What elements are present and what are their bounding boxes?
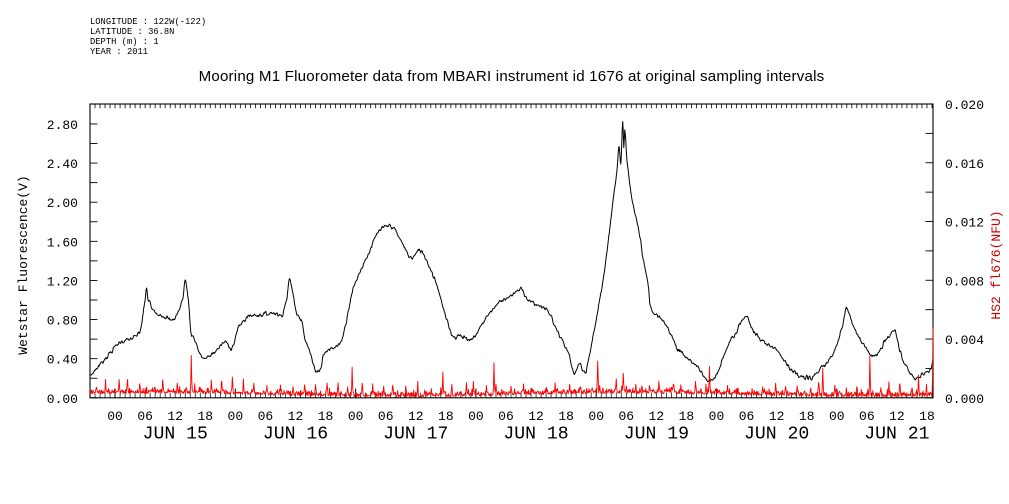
svg-text:06: 06 [137, 409, 153, 424]
svg-text:2.80: 2.80 [47, 118, 78, 133]
svg-text:18: 18 [919, 409, 935, 424]
svg-text:12: 12 [649, 409, 665, 424]
svg-text:06: 06 [739, 409, 755, 424]
svg-text:18: 18 [438, 409, 454, 424]
svg-text:12: 12 [769, 409, 785, 424]
svg-text:12: 12 [408, 409, 424, 424]
svg-text:06: 06 [498, 409, 514, 424]
svg-text:00: 00 [468, 409, 484, 424]
svg-text:0.80: 0.80 [47, 314, 78, 329]
svg-text:06: 06 [618, 409, 634, 424]
svg-text:1.60: 1.60 [47, 235, 78, 250]
svg-text:1.20: 1.20 [47, 274, 78, 289]
svg-text:0.000: 0.000 [945, 392, 984, 407]
svg-text:00: 00 [228, 409, 244, 424]
svg-text:00: 00 [348, 409, 364, 424]
svg-text:HS2 fl676(NFU): HS2 fl676(NFU) [989, 210, 1004, 319]
svg-text:JUN 15: JUN 15 [143, 424, 208, 444]
svg-text:JUN 19: JUN 19 [624, 424, 689, 444]
svg-text:12: 12 [288, 409, 304, 424]
svg-text:06: 06 [258, 409, 274, 424]
svg-text:JUN 20: JUN 20 [744, 424, 809, 444]
svg-text:06: 06 [859, 409, 875, 424]
svg-text:2.40: 2.40 [47, 157, 78, 172]
svg-text:18: 18 [318, 409, 334, 424]
svg-text:JUN 21: JUN 21 [864, 424, 929, 444]
svg-text:12: 12 [528, 409, 544, 424]
svg-text:0.00: 0.00 [47, 392, 78, 407]
svg-text:18: 18 [679, 409, 695, 424]
svg-text:JUN 18: JUN 18 [503, 424, 568, 444]
svg-text:06: 06 [378, 409, 394, 424]
svg-text:00: 00 [588, 409, 604, 424]
svg-text:00: 00 [709, 409, 725, 424]
svg-text:JUN 17: JUN 17 [383, 424, 448, 444]
svg-text:18: 18 [799, 409, 815, 424]
svg-text:0.40: 0.40 [47, 353, 78, 368]
svg-text:00: 00 [829, 409, 845, 424]
svg-text:18: 18 [197, 409, 213, 424]
svg-text:12: 12 [167, 409, 183, 424]
svg-text:0.012: 0.012 [945, 216, 984, 231]
svg-text:0.016: 0.016 [945, 157, 984, 172]
svg-text:0.020: 0.020 [945, 98, 984, 113]
svg-text:0.008: 0.008 [945, 274, 984, 289]
svg-text:JUN 16: JUN 16 [263, 424, 328, 444]
svg-text:12: 12 [889, 409, 905, 424]
svg-text:2.00: 2.00 [47, 196, 78, 211]
svg-text:18: 18 [558, 409, 574, 424]
svg-text:0.004: 0.004 [945, 333, 984, 348]
svg-text:Wetstar Fluorescence(V): Wetstar Fluorescence(V) [16, 175, 31, 354]
svg-text:00: 00 [107, 409, 123, 424]
